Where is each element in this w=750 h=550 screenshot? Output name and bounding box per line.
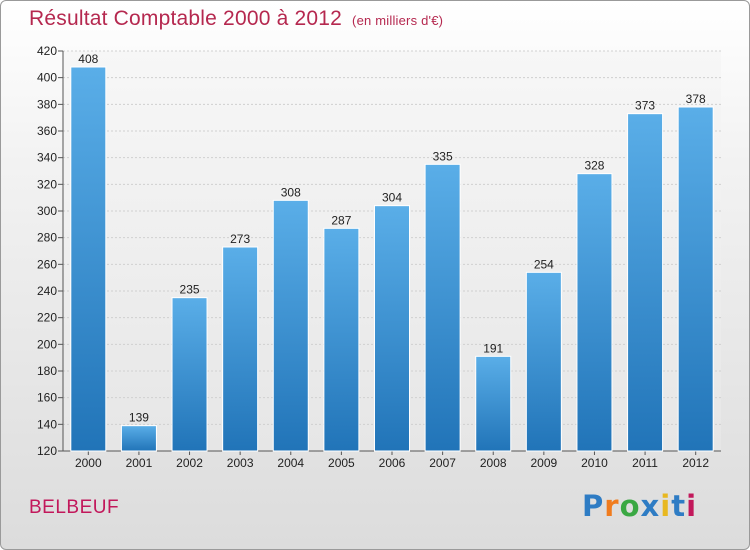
x-tick-label-2003: 2003 bbox=[227, 456, 254, 470]
brand-letter: i bbox=[686, 489, 698, 523]
x-tick-label-2005: 2005 bbox=[328, 456, 355, 470]
bar-2012 bbox=[677, 106, 714, 452]
chart-subtitle: (en milliers d'€) bbox=[352, 13, 444, 28]
y-tick-label: 260 bbox=[37, 257, 57, 271]
value-label-2008: 191 bbox=[483, 341, 503, 355]
x-tick-label-2007: 2007 bbox=[429, 456, 456, 470]
y-tick-label: 300 bbox=[37, 204, 57, 218]
bar-2007 bbox=[424, 163, 461, 452]
value-label-2010: 328 bbox=[584, 159, 604, 173]
brand-letter: x bbox=[640, 489, 661, 523]
y-tick-label: 180 bbox=[37, 364, 57, 378]
x-tick-label-2009: 2009 bbox=[530, 456, 557, 470]
chart-title: Résultat Comptable 2000 à 2012 (en millie… bbox=[29, 7, 444, 30]
x-tick-label-2010: 2010 bbox=[581, 456, 608, 470]
y-tick-label: 420 bbox=[37, 44, 57, 58]
y-tick-label: 120 bbox=[37, 444, 57, 458]
bar-2011 bbox=[627, 113, 664, 452]
y-tick-label: 220 bbox=[37, 311, 57, 325]
value-label-2003: 273 bbox=[230, 232, 250, 246]
y-tick-label: 320 bbox=[37, 177, 57, 191]
bar-2006 bbox=[374, 205, 410, 452]
value-label-2012: 378 bbox=[686, 92, 706, 106]
town-name: BELBEUF bbox=[29, 497, 120, 518]
labels: 408 2000 139 2001 235 2002 273 2003 308 2004 287 20… bbox=[75, 52, 709, 470]
bar-2001 bbox=[120, 425, 157, 452]
y-tick-label: 240 bbox=[37, 284, 57, 298]
y-tick-label: 200 bbox=[37, 337, 57, 351]
x-tick-label-2001: 2001 bbox=[126, 456, 153, 470]
y-tick-label: 140 bbox=[37, 417, 57, 431]
y-tick-label: 280 bbox=[37, 231, 57, 245]
x-tick-label-2011: 2011 bbox=[632, 456, 658, 470]
brand-letter: o bbox=[619, 489, 641, 523]
bar-2004 bbox=[272, 199, 309, 452]
value-label-2001: 139 bbox=[129, 411, 149, 425]
bar-2005 bbox=[323, 227, 360, 452]
brand-letter: r bbox=[604, 489, 620, 523]
x-tick-label-2004: 2004 bbox=[277, 456, 304, 470]
bar-2003 bbox=[222, 246, 259, 452]
y-tick-label: 340 bbox=[37, 151, 57, 165]
bars bbox=[70, 66, 714, 452]
y-tick-label: 380 bbox=[37, 97, 57, 111]
y-tick-label: 160 bbox=[37, 391, 57, 405]
x-tick-label-2012: 2012 bbox=[682, 456, 709, 470]
bar-2002 bbox=[171, 297, 208, 452]
brand-letter: P bbox=[582, 489, 605, 523]
value-label-2005: 287 bbox=[331, 213, 351, 227]
x-tick-label-2008: 2008 bbox=[480, 456, 507, 470]
x-tick-label-2006: 2006 bbox=[379, 456, 406, 470]
bar-2000 bbox=[70, 66, 107, 452]
value-label-2011: 373 bbox=[635, 99, 655, 113]
x-tick-label-2002: 2002 bbox=[176, 456, 203, 470]
y-tick-label: 360 bbox=[37, 124, 57, 138]
proxiti-logo: Proxiti bbox=[582, 489, 697, 523]
value-label-2006: 304 bbox=[382, 191, 402, 205]
value-label-2009: 254 bbox=[534, 257, 554, 271]
y-tick-label: 400 bbox=[37, 71, 57, 85]
brand-letter: t bbox=[671, 489, 687, 523]
value-label-2000: 408 bbox=[78, 52, 98, 66]
x-tick-label-2000: 2000 bbox=[75, 456, 102, 470]
value-label-2004: 308 bbox=[281, 185, 301, 199]
bar-2008 bbox=[475, 355, 512, 452]
bar-2009 bbox=[525, 271, 562, 452]
value-label-2002: 235 bbox=[180, 283, 200, 297]
value-label-2007: 335 bbox=[433, 149, 453, 163]
bar-2010 bbox=[576, 173, 613, 452]
brand-letter: i bbox=[660, 489, 672, 523]
axes: 120 140 160 180 200 220 240 260 280 300 320 340 360 3… bbox=[37, 44, 721, 458]
